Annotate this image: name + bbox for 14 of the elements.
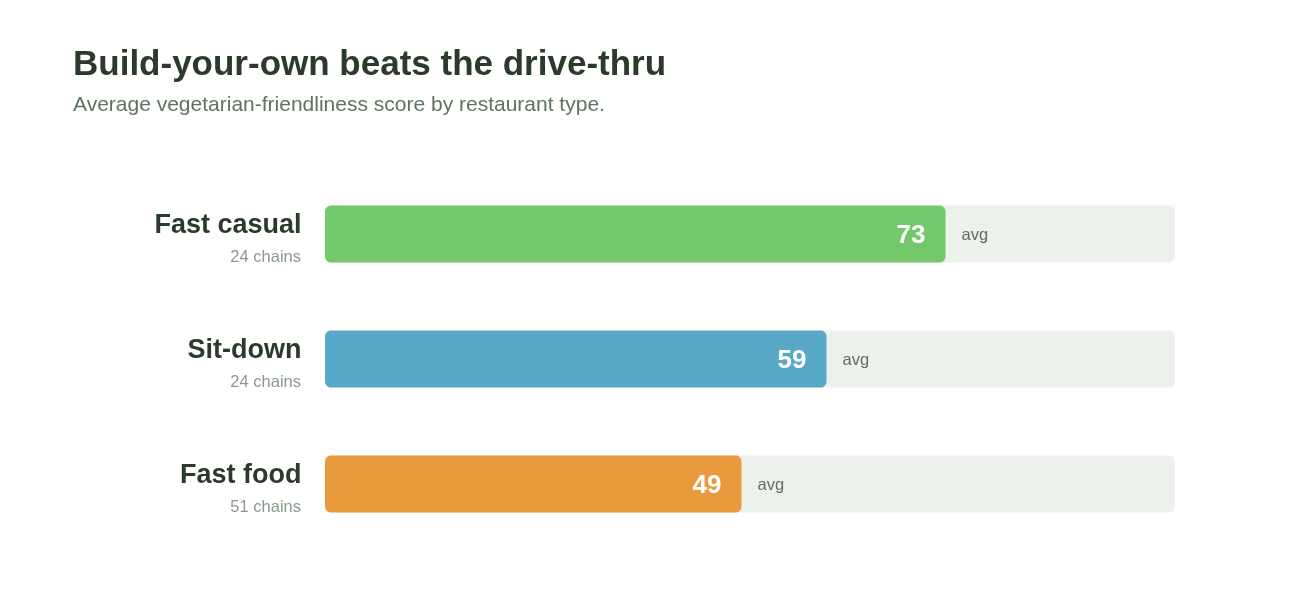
data-label: 59: [777, 344, 807, 374]
data-label: 73: [896, 219, 926, 249]
y-tick-label: Fast casual: [154, 209, 302, 239]
y-tick-label: Fast food: [180, 459, 302, 489]
text: 24 chains: [230, 372, 301, 390]
annotation: avg: [961, 225, 989, 243]
chart-subtitle: Average vegetarian-friendliness score by restaurant type.: [73, 91, 605, 115]
text: 24 chains: [230, 247, 301, 265]
annotation: avg: [842, 350, 870, 368]
data-label: 49: [692, 469, 722, 499]
y-tick-label: Sit-down: [187, 334, 302, 364]
annotation: avg: [757, 475, 785, 493]
chart-title: Build-your-own beats the drive-thru: [73, 42, 667, 82]
text: 51 chains: [230, 497, 301, 515]
